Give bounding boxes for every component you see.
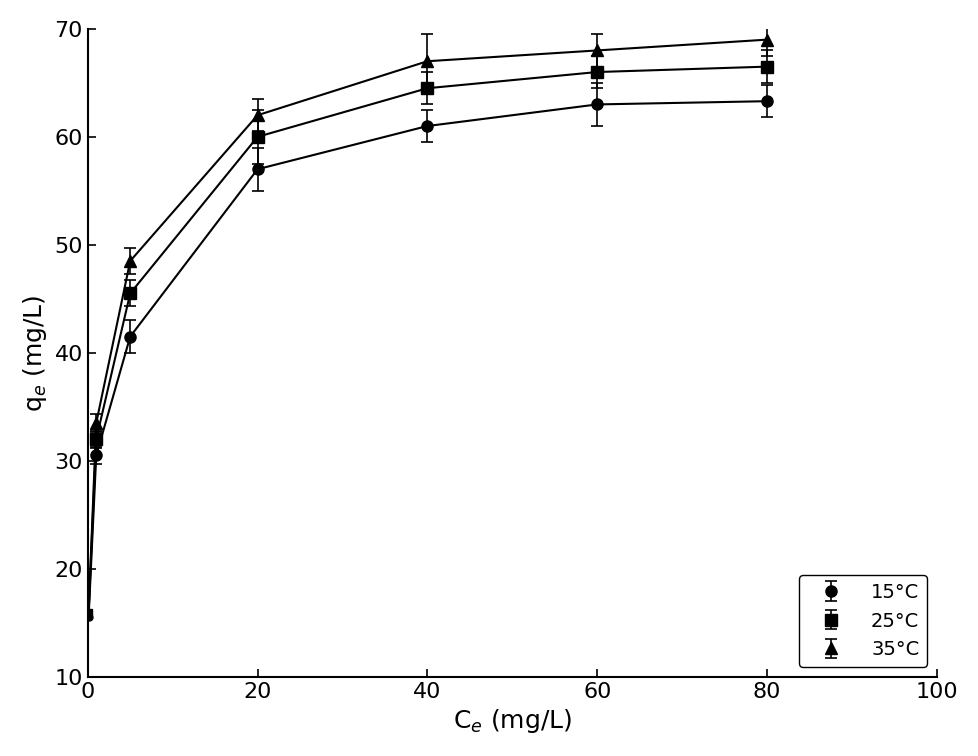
X-axis label: C$_e$ (mg/L): C$_e$ (mg/L) xyxy=(452,707,571,735)
Legend: 15°C, 25°C, 35°C: 15°C, 25°C, 35°C xyxy=(798,575,926,667)
Y-axis label: q$_e$ (mg/L): q$_e$ (mg/L) xyxy=(21,294,49,411)
